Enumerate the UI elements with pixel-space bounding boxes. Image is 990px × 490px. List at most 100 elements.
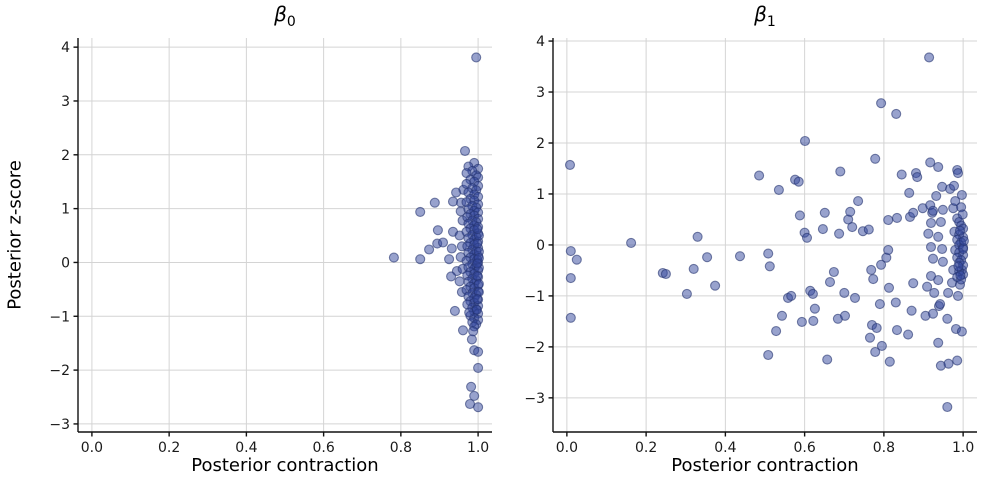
title-beta1-symbol: β (754, 2, 767, 26)
scatter-point (824, 277, 836, 288)
scatter-point (835, 166, 846, 177)
y-tick-label: 2 (61, 148, 70, 164)
scatter-point (626, 237, 637, 248)
scatter-point (447, 196, 459, 207)
x-tick-label: 0.2 (635, 440, 657, 456)
scatter-point (925, 217, 937, 229)
scatter-point (459, 145, 471, 157)
y-tick-label: 0 (536, 238, 545, 254)
scatter-point (834, 228, 845, 239)
scatter-point (796, 316, 807, 327)
ticks: 0.0 0.2 0.4 0.6 0.8 1.0 −3 −2 −1 0 1 2 3 4 (524, 34, 974, 456)
scatter-point (871, 322, 882, 334)
scatter-point (688, 263, 699, 274)
y-tick-label: 3 (536, 85, 545, 101)
x-axis-label-left: Posterior contraction (191, 455, 379, 476)
scatter-point (471, 304, 482, 315)
scatter-point (446, 271, 457, 282)
scatter-point (773, 184, 784, 195)
scatter-point (954, 225, 966, 236)
scatter-point (870, 346, 881, 358)
x-tick-label: 0.2 (158, 440, 180, 456)
scatter-point (565, 312, 576, 323)
scatter-point (891, 108, 902, 119)
scatter-point (817, 224, 828, 235)
y-tick-label: −2 (524, 340, 545, 356)
scatter-point (922, 281, 933, 292)
scatter-point (793, 176, 804, 187)
scatter-point (847, 222, 858, 233)
scatter-point (754, 170, 765, 181)
scatter-point (466, 381, 477, 392)
scatter-point (952, 355, 963, 366)
gridlines (78, 38, 492, 432)
y-tick-label: 1 (536, 187, 545, 203)
ticks: 0.0 0.2 0.4 0.6 0.8 1.0 −3 −2 −1 0 1 2 3 4 (49, 40, 489, 456)
scatter-point (809, 303, 820, 314)
scatter-point (957, 209, 968, 220)
scatter-point (952, 290, 964, 301)
scatter-point (822, 354, 833, 365)
subplot-title-beta1: β1 (655, 2, 875, 30)
scatter-point (884, 356, 895, 367)
title-beta1-subscript: 1 (766, 14, 776, 30)
scatter-point (868, 274, 879, 285)
scatter-point (958, 235, 969, 246)
y-axis-label: Posterior z-score (4, 160, 26, 310)
scatter-point (710, 280, 721, 291)
scatter-point (660, 268, 671, 280)
scatter-point (819, 207, 830, 218)
scatter-point (828, 266, 839, 278)
scatter-point (808, 315, 819, 326)
scatter-point (473, 362, 484, 373)
scatter-point (955, 270, 966, 281)
x-tick-label: 0.8 (390, 440, 412, 456)
scatter-point (839, 287, 850, 298)
scatter-point (565, 273, 576, 284)
scatter-point (937, 204, 948, 215)
subplot-beta0: 0.0 0.2 0.4 0.6 0.8 1.0 −3 −2 −1 0 1 2 3 4 (49, 38, 492, 456)
scatter-point (927, 308, 939, 319)
scatter-point (937, 243, 948, 255)
scatter-point (839, 310, 851, 321)
scatter-point (948, 180, 960, 191)
scatter-point (943, 358, 954, 369)
scatter-point (849, 292, 861, 303)
scatter-point (950, 196, 961, 207)
scatter-point (449, 305, 460, 316)
scatter-point (883, 214, 894, 226)
scatter-point (891, 325, 903, 336)
scatter-point (565, 246, 576, 257)
scatter-point (776, 310, 788, 321)
points-layer (388, 52, 484, 413)
y-tick-label: −2 (49, 363, 70, 379)
scatter-point (692, 231, 703, 242)
y-tick-label: 4 (536, 34, 545, 50)
scatter-point (956, 326, 967, 337)
scatter-point (883, 244, 894, 256)
scatter-point (956, 189, 967, 201)
scatter-point (424, 244, 435, 255)
scatter-point (927, 253, 939, 264)
scatter-point (925, 157, 936, 168)
scatter-point (876, 98, 887, 109)
points-layer (564, 52, 969, 413)
scatter-point (734, 251, 746, 262)
title-beta0-subscript: 0 (286, 14, 296, 30)
y-tick-label: 0 (61, 255, 70, 271)
scatter-point (472, 258, 483, 269)
subplot-beta1: 0.0 0.2 0.4 0.6 0.8 1.0 −3 −2 −1 0 1 2 3 4 (524, 34, 977, 456)
scatter-point (801, 232, 813, 243)
scatter-point (933, 231, 944, 242)
scatter-point (853, 196, 864, 207)
scatter-point (908, 278, 919, 289)
scatter-point (891, 212, 903, 223)
scatter-point (786, 290, 797, 301)
scatter-point (864, 332, 876, 343)
scatter-point (564, 159, 576, 170)
scatter-point (415, 254, 426, 265)
scatter-point (933, 275, 944, 286)
scatter-point (799, 135, 811, 147)
scatter-point (437, 237, 449, 248)
